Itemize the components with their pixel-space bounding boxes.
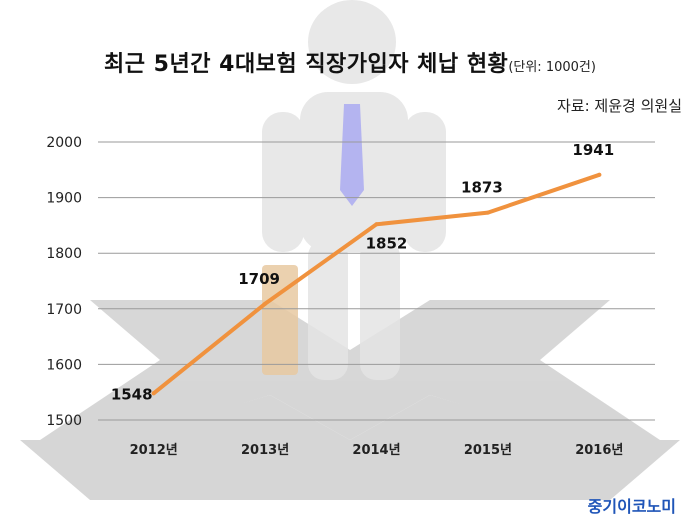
- source-label: 자료: 제윤경 의원실: [557, 97, 682, 115]
- x-tick-label: 2012년: [130, 443, 178, 458]
- data-point: [485, 210, 490, 215]
- data-label: 1852: [366, 234, 408, 252]
- chart-unit-label: (단위: 1000건): [508, 60, 596, 75]
- x-tick-label: 2015년: [464, 443, 512, 458]
- series-layer: [151, 172, 602, 396]
- y-tick-label: 1900: [46, 191, 82, 207]
- crossroads-arrows-graphic: [20, 300, 680, 500]
- data-label: 1709: [238, 270, 280, 288]
- x-tick-label: 2013년: [241, 443, 289, 458]
- data-label: 1548: [111, 385, 153, 403]
- brand-logo: 중기이코노미: [587, 497, 676, 516]
- x-tick-label: 2014년: [352, 443, 400, 458]
- y-tick-label: 1600: [46, 357, 82, 373]
- briefcase-graphic: [262, 265, 298, 375]
- y-tick-label: 2000: [46, 135, 82, 151]
- data-point: [151, 391, 156, 396]
- x-tick-label: 2016년: [575, 443, 623, 458]
- data-point: [263, 301, 268, 306]
- person-figure-graphic: [262, 0, 446, 380]
- data-label: 1873: [461, 179, 503, 197]
- data-point: [597, 172, 602, 177]
- chart-title-text: 최근 5년간 4대보험 직장가입자 체납 현황: [104, 52, 509, 77]
- chart-title: 최근 5년간 4대보험 직장가입자 체납 현황(단위: 1000건): [0, 46, 700, 78]
- x-axis-ticks: 2012년 2013년 2014년 2015년 2016년: [130, 443, 624, 458]
- y-tick-label: 1800: [46, 246, 82, 262]
- data-labels: 1548 1709 1852 1873 1941: [111, 141, 614, 404]
- necktie-graphic: [340, 104, 364, 206]
- series-line: [151, 172, 602, 396]
- data-point: [374, 222, 379, 227]
- y-tick-label: 1700: [46, 302, 82, 318]
- data-label: 1941: [572, 141, 614, 159]
- y-tick-label: 1500: [46, 413, 82, 429]
- y-axis-ticks: 1500 1600 1700 1800 1900 2000: [46, 135, 82, 429]
